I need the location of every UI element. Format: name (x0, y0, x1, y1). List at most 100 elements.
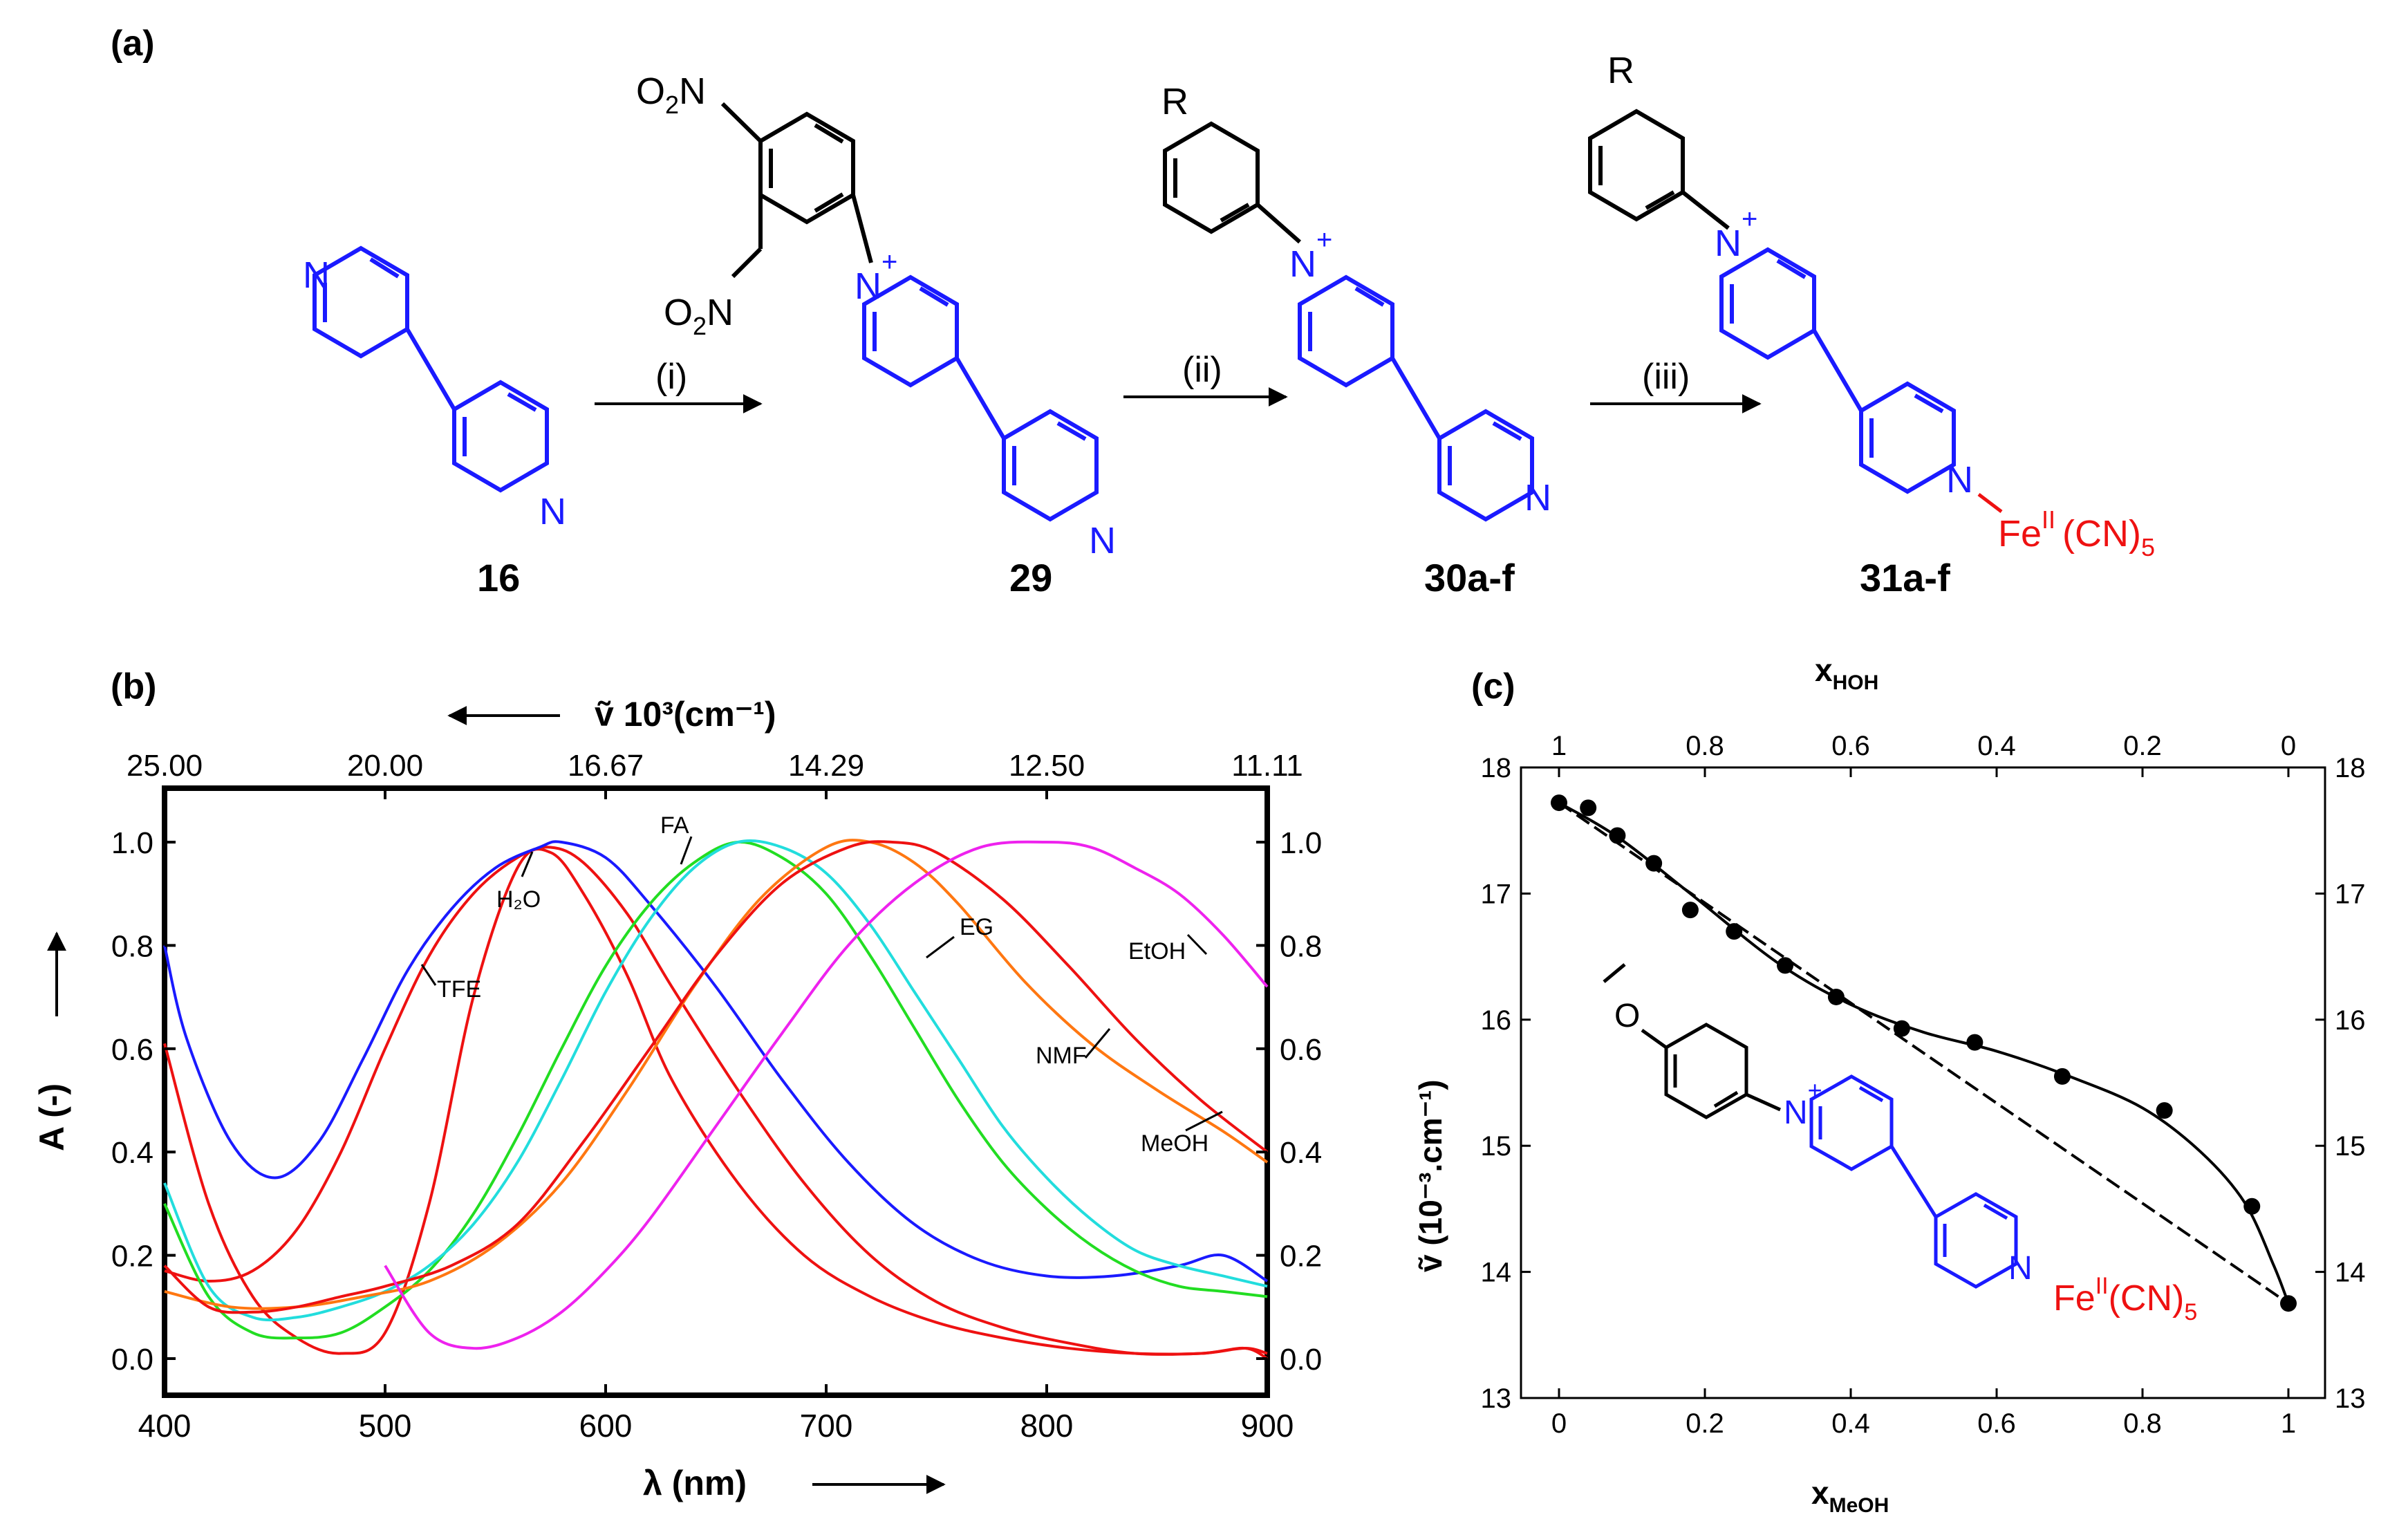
molecule-31-aryl (1588, 109, 1730, 230)
top-tick-label-c: 0.6 (1831, 731, 1870, 761)
r-group-30: R (1161, 81, 1188, 122)
leader-line-meoh (1185, 1110, 1223, 1132)
y-tick-label-right-c: 14 (2335, 1258, 2366, 1288)
step-label-ii: (ii) (1182, 350, 1222, 390)
plot-frame-b (162, 785, 1270, 1398)
x-axis-label-c: xMeOH (1811, 1475, 1889, 1517)
x-tick-label-b: 700 (800, 1408, 853, 1444)
x-tick-label-b: 900 (1241, 1408, 1294, 1444)
x-tick-label-c: 0.8 (2123, 1408, 2162, 1439)
x-tick-label-c: 0.2 (1686, 1408, 1724, 1439)
data-point (2280, 1295, 2297, 1312)
y-tick-label-left-b: 1.0 (111, 826, 153, 860)
no2-top: O2N (636, 71, 706, 119)
series-line-blue-2 (163, 840, 1269, 1283)
y-axis-label-b: A (-) (32, 1083, 71, 1151)
methoxy-o: O (1614, 998, 1640, 1034)
y-tick-label-right-b: 0.6 (1280, 1033, 1322, 1067)
y-tick-label-left-c: 17 (1481, 879, 1512, 909)
y-tick-label-left-b: 0.2 (111, 1240, 153, 1274)
data-point (1551, 794, 1567, 812)
top-tick-label-c: 0.8 (1686, 731, 1724, 761)
leader-line-eg (926, 935, 955, 959)
panel-a-scheme: (a) N N 16 (i) O2N O2N (111, 24, 2155, 599)
x-tick-label-c: 0 (1551, 1408, 1567, 1439)
y-tick-label-left-b: 0.4 (111, 1136, 153, 1170)
compound-label-30: 30a-f (1424, 556, 1515, 599)
y-tick-label-left-c: 18 (1481, 753, 1512, 783)
molecule-31-bipy (1719, 247, 1956, 494)
y-tick-label-right-c: 15 (2335, 1131, 2366, 1162)
n-plus-31: N+ (1715, 204, 1757, 264)
x-tick-label-b: 600 (579, 1408, 633, 1444)
data-point (2053, 1068, 2071, 1085)
inset-n: N (2008, 1250, 2033, 1287)
n-plus-29: N+ (855, 247, 897, 307)
data-point (1893, 1020, 1910, 1037)
n-atom-30: N (1524, 477, 1551, 519)
compound-label-31: 31a-f (1860, 556, 1950, 599)
ideal-dashed-line (1558, 801, 2290, 1305)
plot-frame-c (1520, 766, 2326, 1399)
step-label-i: (i) (655, 357, 687, 397)
no2-bottom: O2N (664, 292, 734, 340)
data-point (1827, 988, 1845, 1005)
n-plus-30: N+ (1289, 225, 1332, 285)
y-tick-label-left-c: 15 (1481, 1131, 1512, 1162)
inset-n-plus: N+ (1784, 1076, 1822, 1131)
series-line-tfe (163, 848, 1268, 1360)
leader-line-etoh (1186, 933, 1208, 956)
series-line-h2o (164, 846, 1268, 1356)
n-atom-31: N (1946, 459, 1973, 501)
y-tick-label-right-b: 1.0 (1280, 826, 1322, 860)
molecule-29-aryl (720, 102, 873, 279)
y-tick-label-right-c: 17 (2335, 879, 2366, 909)
step-label-iii: (iii) (1642, 357, 1690, 397)
series-label-tfe: TFE (437, 976, 481, 1003)
y-tick-label-right-c: 16 (2335, 1005, 2366, 1036)
panel-a-label: (a) (111, 24, 155, 64)
series-label-meoh: MeOH (1141, 1130, 1208, 1157)
y-tick-label-right-c: 18 (2335, 753, 2366, 783)
top-tick-label-b: 25.00 (127, 749, 203, 783)
y-tick-label-left-c: 16 (1481, 1005, 1512, 1036)
x-tick-label-b: 400 (138, 1408, 192, 1444)
top-tick-label-b: 16.67 (568, 749, 644, 783)
data-point (1645, 855, 1663, 872)
fe-cn5-label-31: FeII (CN)5 (1998, 505, 2155, 561)
series-line-meoh (163, 840, 1269, 1314)
data-point (2243, 1198, 2261, 1215)
data-point (1609, 827, 1626, 844)
leader-line-h2o (521, 851, 534, 877)
n-atom-29: N (1089, 520, 1116, 561)
y-tick-label-right-b: 0.8 (1280, 929, 1322, 963)
top-tick-label-c: 0.2 (2123, 731, 2162, 761)
top-tick-label-c: 1 (1551, 731, 1567, 761)
compound-label-29: 29 (1009, 556, 1052, 599)
x-tick-label-c: 0.6 (1977, 1408, 2016, 1439)
y-tick-label-left-c: 14 (1481, 1258, 1512, 1288)
y-tick-label-left-c: 13 (1481, 1383, 1512, 1414)
data-point (2156, 1102, 2173, 1119)
molecule-29-bipy (862, 274, 1099, 522)
y-tick-label-left-b: 0.8 (111, 929, 153, 963)
top-tick-label-c: 0 (2281, 731, 2296, 761)
panel-b-label: (b) (111, 667, 156, 707)
inset-fe-cn5: FeII(CN)5 (2053, 1273, 2197, 1325)
y-tick-label-left-b: 0.6 (111, 1033, 153, 1067)
y-tick-label-left-b: 0.0 (111, 1343, 153, 1377)
x-tick-label-b: 500 (359, 1408, 412, 1444)
panel-b-chart: (b) ṽ 10³(cm⁻¹) 25.00 20.00 16.67 14.29 12.5… (32, 667, 1322, 1502)
data-point (1580, 799, 1597, 817)
series-label-fa: FA (660, 812, 689, 839)
series-line-nmf (164, 839, 1269, 1310)
panel-c-chart: (c) xHOH 0 0.2 0.4 0.6 0.8 1 1 0.8 0.6 0.4 0.2 0 13 1… (1412, 652, 2366, 1517)
series-label-eg: EG (960, 914, 993, 940)
y-tick-label-right-c: 13 (2335, 1383, 2366, 1414)
leader-line-nmf (1084, 1028, 1111, 1059)
x-tick-label-c: 1 (2281, 1408, 2296, 1439)
top-axis-label-c: xHOH (1815, 652, 1878, 694)
panel-c-label: (c) (1471, 667, 1515, 707)
y-tick-label-right-b: 0.4 (1280, 1136, 1322, 1170)
